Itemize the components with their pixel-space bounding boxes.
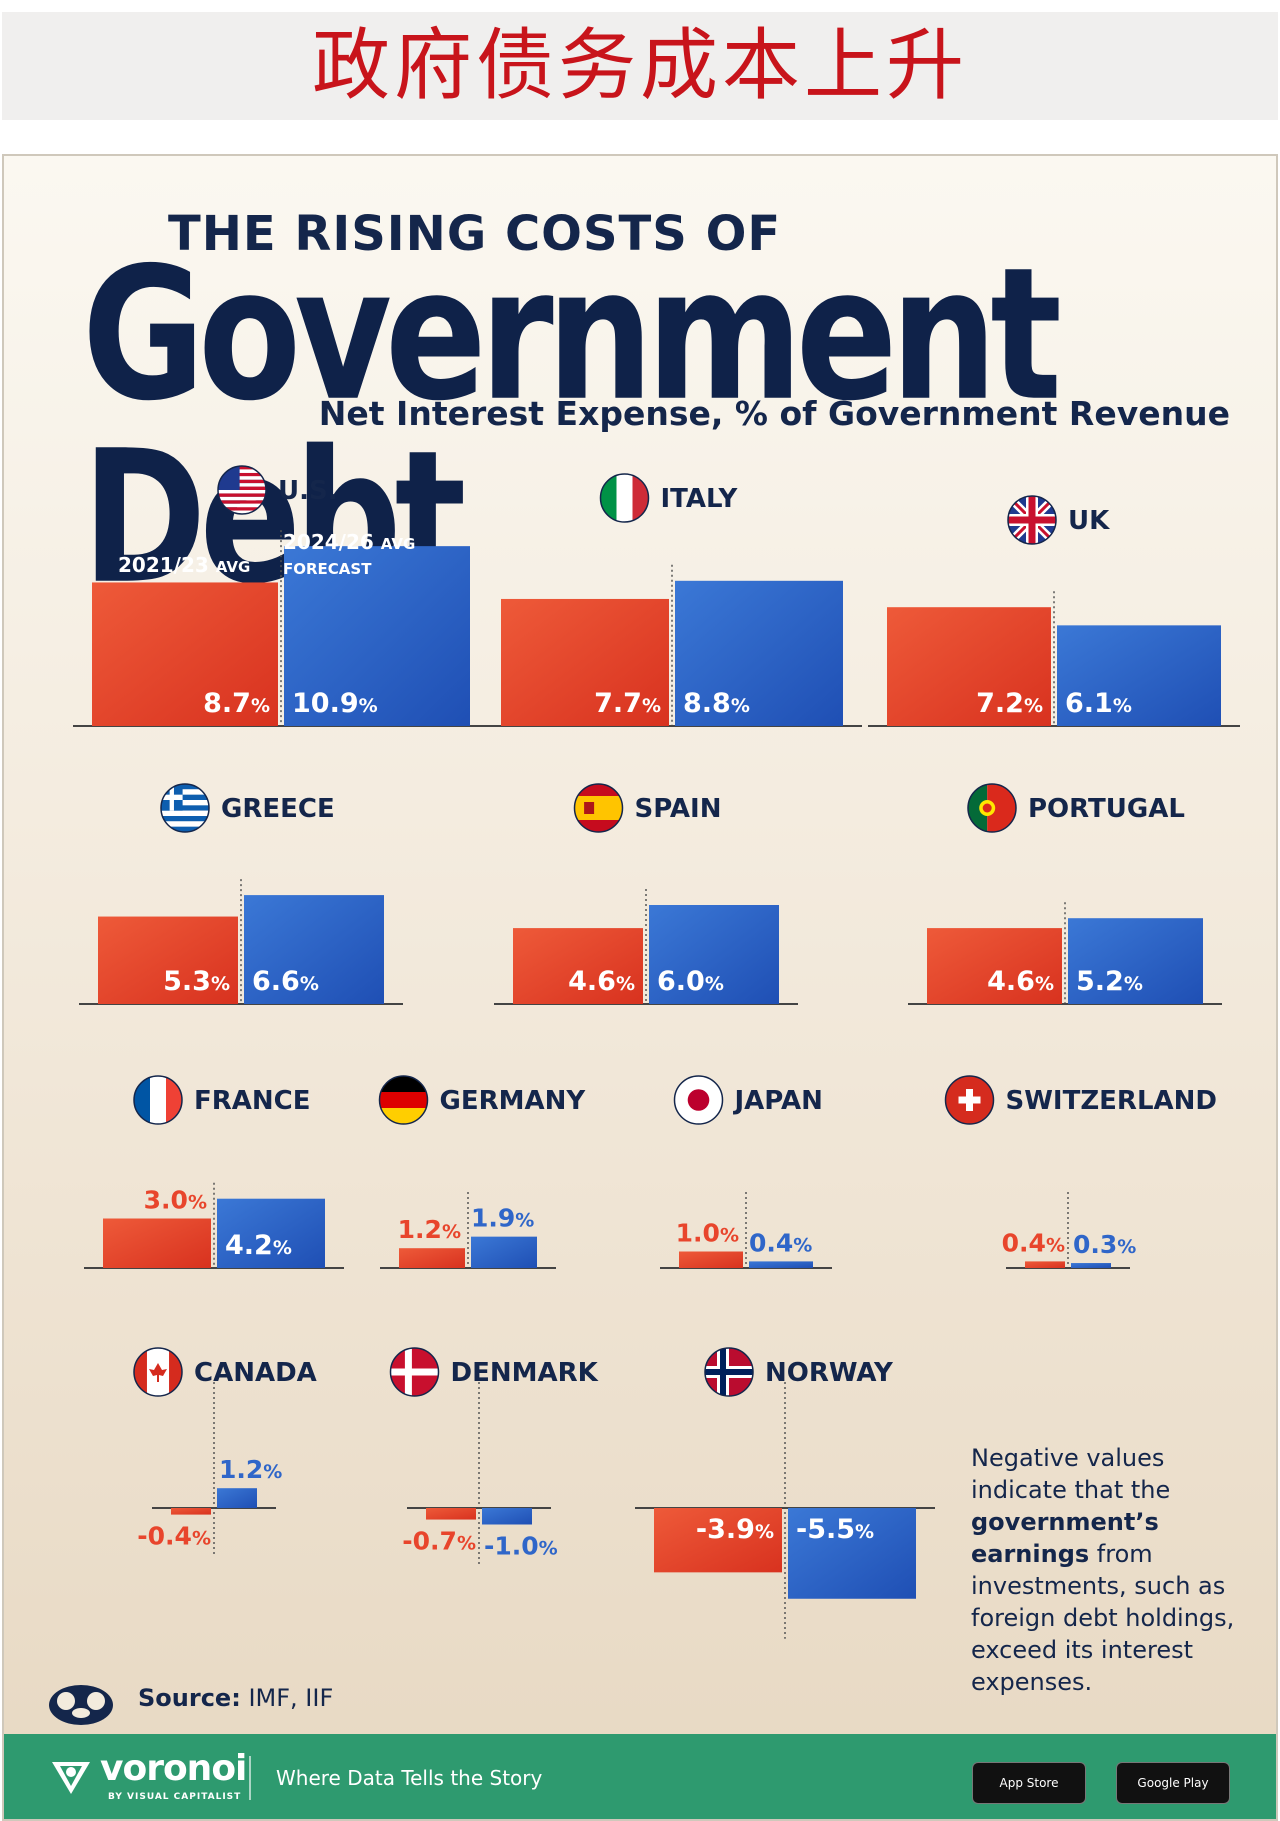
country-label-switzerland: SWITZERLAND xyxy=(1006,1086,1217,1116)
country-label-canada: CANADA xyxy=(194,1358,317,1388)
bar-norway-2021-23 xyxy=(654,1508,782,1573)
value-label-greece-2024-26: 6.6% xyxy=(252,966,319,997)
bar-italy-2021-23 xyxy=(501,598,669,726)
us-flag-icon xyxy=(217,465,267,515)
greece-flag-icon xyxy=(160,783,210,833)
voronoi-mark-icon xyxy=(49,1685,113,1725)
country-group-norway: NORWAY-3.9% -5.5% xyxy=(635,1358,935,1639)
italy-flag-icon xyxy=(599,473,650,523)
country-group-u-s: U.S.8.7% 10.9% xyxy=(73,476,489,727)
bar-germany-2024-26 xyxy=(471,1236,537,1268)
norway-flag-icon xyxy=(704,1347,754,1397)
value-label-japan-2024-26: 0.4% xyxy=(749,1228,812,1257)
bar-switzerland-2024-26 xyxy=(1071,1263,1111,1268)
country-label-france: FRANCE xyxy=(194,1086,311,1116)
main-title: Government Debt xyxy=(82,229,1062,625)
chart-subtitle: Net Interest Expense, % of Government Re… xyxy=(318,394,1230,433)
bar-denmark-2024-26 xyxy=(482,1508,532,1525)
country-group-denmark: DENMARK -0.7% -1.0% xyxy=(402,1358,599,1565)
country-label-italy: ITALY xyxy=(661,484,739,514)
country-label-denmark: DENMARK xyxy=(451,1358,599,1388)
bar-canada-2021-23 xyxy=(171,1508,211,1515)
country-group-switzerland: SWITZERLAND 0.4% 0.3% xyxy=(1002,1086,1217,1269)
value-label-canada-2021-23: -0.4% xyxy=(137,1522,211,1551)
country-label-portugal: PORTUGAL xyxy=(1028,794,1185,824)
country-label-uk: UK xyxy=(1068,506,1110,536)
country-group-germany: GERMANY 1.2% 1.9% xyxy=(380,1086,587,1269)
legend-series-2024-26: 2024/26 AVG xyxy=(283,530,415,554)
footer-bar: voronoi BY VISUAL CAPITALIST Where Data … xyxy=(4,1734,1276,1819)
brand-subline: BY VISUAL CAPITALIST xyxy=(108,1792,242,1802)
bar-france-2021-23 xyxy=(103,1218,211,1268)
bar-japan-2021-23 xyxy=(679,1251,743,1268)
value-label-denmark-2021-23: -0.7% xyxy=(402,1527,476,1556)
portugal-flag-icon xyxy=(967,783,1017,833)
country-group-uk: UK7.2% 6.1% xyxy=(868,506,1240,727)
bar-germany-2021-23 xyxy=(399,1248,465,1268)
value-label-denmark-2024-26: -1.0% xyxy=(484,1532,558,1561)
bar-japan-2024-26 xyxy=(749,1261,813,1268)
value-label-france-2021-23: 3.0% xyxy=(144,1186,207,1215)
spain-flag-icon xyxy=(573,783,624,833)
banner-title: 政府债务成本上升 xyxy=(311,21,968,111)
bar-spain-2024-26 xyxy=(649,905,779,1004)
uk-flag-icon xyxy=(1007,495,1057,545)
bar-spain-2021-23 xyxy=(513,928,643,1004)
country-label-greece: GREECE xyxy=(221,794,335,824)
bar-canada-2024-26 xyxy=(217,1488,257,1508)
value-label-canada-2024-26: 1.2% xyxy=(219,1455,282,1484)
value-label-switzerland-2024-26: 0.3% xyxy=(1073,1230,1136,1259)
infographic-card: THE RISING COSTS OF Government Debt Net … xyxy=(2,154,1278,1821)
bar-u-s-2024-26 xyxy=(284,546,470,726)
negative-values-note: Negative values indicate that the govern… xyxy=(971,1444,1235,1696)
canada-flag-icon xyxy=(133,1347,183,1397)
bar-u-s-2021-23 xyxy=(92,582,278,726)
bar-uk-2021-23 xyxy=(887,607,1051,726)
brand-name: voronoi xyxy=(100,1748,247,1789)
denmark-flag-icon xyxy=(389,1347,440,1397)
bar-switzerland-2021-23 xyxy=(1025,1261,1065,1268)
bar-greece-2021-23 xyxy=(98,916,238,1004)
bar-greece-2024-26 xyxy=(244,895,384,1004)
bar-italy-2024-26 xyxy=(675,580,843,726)
bar-portugal-2024-26 xyxy=(1068,918,1203,1004)
pre-title: THE RISING COSTS OF xyxy=(168,206,782,262)
legend-series-2021-23: 2021/23 AVG xyxy=(118,553,250,577)
country-label-germany: GERMANY xyxy=(440,1086,587,1116)
app-store-badge[interactable]: App Store xyxy=(972,1762,1086,1804)
value-label-japan-2021-23: 1.0% xyxy=(676,1219,739,1248)
value-label-switzerland-2021-23: 0.4% xyxy=(1002,1228,1065,1257)
bar-denmark-2021-23 xyxy=(426,1508,476,1520)
legend-forecast-label: FORECAST xyxy=(283,560,372,578)
tagline: Where Data Tells the Story xyxy=(276,1766,543,1790)
value-label-italy-2021-23: 7.7% xyxy=(594,688,661,719)
country-label-u-s: U.S. xyxy=(278,476,338,506)
france-flag-icon xyxy=(133,1075,183,1125)
voronoi-logo-icon xyxy=(52,1762,90,1794)
google-play-badge[interactable]: Google Play xyxy=(1116,1762,1230,1804)
switzerland-flag-icon xyxy=(944,1075,995,1125)
country-label-norway: NORWAY xyxy=(765,1358,894,1388)
bar-uk-2024-26 xyxy=(1057,625,1221,726)
value-label-germany-2021-23: 1.2% xyxy=(398,1215,461,1244)
source-line: Source: IMF, IIF xyxy=(138,1684,334,1712)
value-label-germany-2024-26: 1.9% xyxy=(471,1204,534,1233)
footer-divider xyxy=(249,1756,251,1800)
bar-france-2024-26 xyxy=(217,1198,325,1268)
country-label-japan: JAPAN xyxy=(733,1086,823,1116)
header-banner: 政府债务成本上升 xyxy=(2,12,1278,120)
bar-norway-2024-26 xyxy=(788,1508,916,1599)
bar-portugal-2021-23 xyxy=(927,928,1062,1004)
germany-flag-icon xyxy=(378,1075,429,1125)
country-label-spain: SPAIN xyxy=(635,794,722,824)
japan-flag-icon xyxy=(673,1075,724,1125)
